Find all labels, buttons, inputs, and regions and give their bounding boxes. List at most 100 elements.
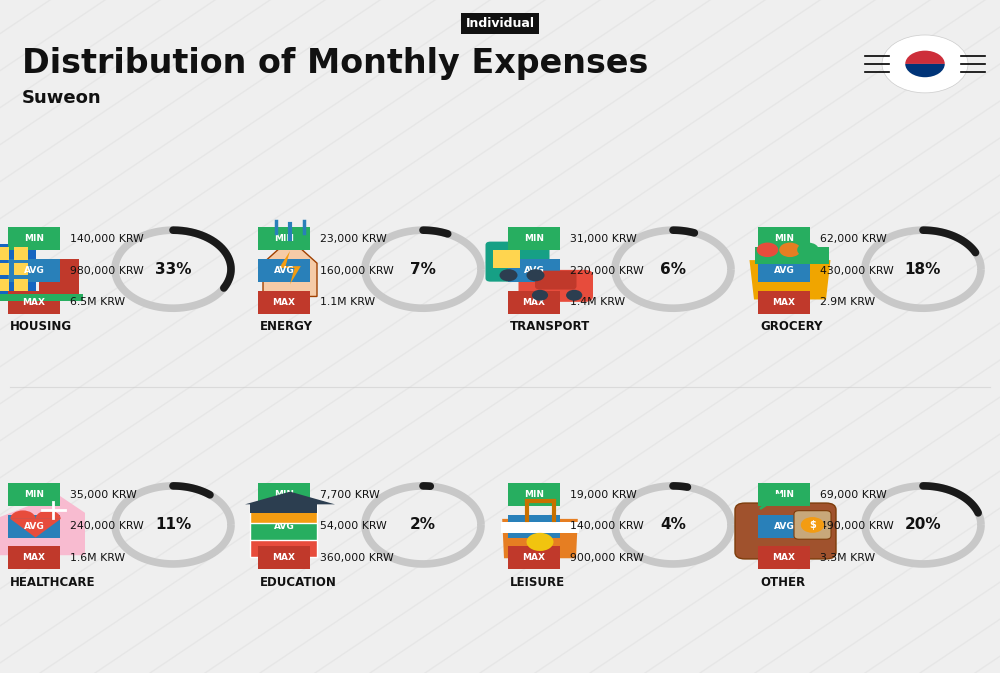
Text: MIN: MIN [774, 234, 794, 244]
Circle shape [797, 242, 819, 257]
Text: 33%: 33% [155, 262, 191, 277]
FancyBboxPatch shape [250, 503, 317, 513]
Text: MAX: MAX [22, 553, 45, 563]
Text: 54,000 KRW: 54,000 KRW [320, 522, 387, 531]
Wedge shape [36, 510, 61, 519]
FancyBboxPatch shape [519, 270, 593, 302]
FancyBboxPatch shape [0, 263, 9, 275]
Text: 430,000 KRW: 430,000 KRW [820, 266, 894, 275]
Text: LEISURE: LEISURE [510, 575, 565, 589]
FancyBboxPatch shape [0, 294, 83, 302]
FancyBboxPatch shape [508, 227, 560, 250]
Text: Distribution of Monthly Expenses: Distribution of Monthly Expenses [22, 47, 648, 81]
Text: 7,700 KRW: 7,700 KRW [320, 490, 380, 499]
FancyBboxPatch shape [258, 227, 310, 250]
Text: HOUSING: HOUSING [10, 320, 72, 333]
Text: ENERGY: ENERGY [260, 320, 313, 333]
FancyBboxPatch shape [14, 248, 28, 260]
Text: AVG: AVG [524, 266, 544, 275]
Circle shape [526, 533, 554, 551]
Text: 2%: 2% [410, 518, 436, 532]
FancyBboxPatch shape [508, 259, 560, 282]
FancyBboxPatch shape [758, 227, 810, 250]
FancyBboxPatch shape [258, 515, 310, 538]
Text: MIN: MIN [274, 490, 294, 499]
Circle shape [757, 242, 778, 257]
Text: MAX: MAX [772, 553, 796, 563]
Text: 3.3M KRW: 3.3M KRW [820, 553, 875, 563]
Wedge shape [905, 64, 945, 77]
Text: EDUCATION: EDUCATION [260, 575, 337, 589]
Text: MAX: MAX [772, 297, 796, 307]
Polygon shape [263, 239, 317, 296]
Text: 1.4M KRW: 1.4M KRW [570, 297, 625, 307]
FancyBboxPatch shape [8, 259, 60, 282]
Circle shape [566, 290, 582, 301]
Circle shape [882, 35, 968, 93]
Polygon shape [750, 260, 830, 299]
Text: 62,000 KRW: 62,000 KRW [820, 234, 887, 244]
Text: 4%: 4% [660, 518, 686, 532]
FancyBboxPatch shape [250, 522, 317, 540]
Text: 2.9M KRW: 2.9M KRW [820, 297, 875, 307]
Text: 69,000 KRW: 69,000 KRW [820, 490, 887, 499]
Text: AVG: AVG [274, 522, 294, 531]
FancyBboxPatch shape [8, 515, 60, 538]
Polygon shape [0, 495, 85, 555]
Text: MAX: MAX [273, 297, 296, 307]
Text: 31,000 KRW: 31,000 KRW [570, 234, 637, 244]
Circle shape [779, 242, 801, 257]
FancyBboxPatch shape [735, 503, 836, 559]
Text: MIN: MIN [524, 490, 544, 499]
Text: HEALTHCARE: HEALTHCARE [10, 575, 96, 589]
Text: MIN: MIN [774, 490, 794, 499]
Text: 11%: 11% [155, 518, 191, 532]
FancyBboxPatch shape [535, 271, 576, 289]
FancyBboxPatch shape [0, 244, 36, 300]
Text: OTHER: OTHER [760, 575, 805, 589]
FancyBboxPatch shape [14, 279, 28, 291]
Text: 900,000 KRW: 900,000 KRW [570, 553, 644, 563]
Text: AVG: AVG [24, 266, 44, 275]
Text: MIN: MIN [524, 234, 544, 244]
Text: AVG: AVG [24, 522, 44, 531]
Text: 220,000 KRW: 220,000 KRW [570, 266, 644, 275]
Text: 20%: 20% [905, 518, 941, 532]
Text: GROCERY: GROCERY [760, 320, 822, 333]
Text: 240,000 KRW: 240,000 KRW [70, 522, 144, 531]
Text: 6%: 6% [660, 262, 686, 277]
Text: Individual: Individual [466, 17, 534, 30]
FancyBboxPatch shape [250, 538, 317, 557]
Text: 35,000 KRW: 35,000 KRW [70, 490, 137, 499]
Text: 23,000 KRW: 23,000 KRW [320, 234, 387, 244]
FancyBboxPatch shape [508, 515, 560, 538]
Circle shape [801, 517, 824, 533]
FancyBboxPatch shape [14, 263, 28, 275]
Text: 360,000 KRW: 360,000 KRW [320, 553, 394, 563]
Polygon shape [502, 519, 578, 559]
FancyBboxPatch shape [508, 483, 560, 506]
FancyBboxPatch shape [794, 511, 831, 539]
Circle shape [527, 269, 545, 281]
Circle shape [532, 290, 548, 301]
Wedge shape [10, 510, 36, 519]
Text: AVG: AVG [274, 266, 294, 275]
FancyBboxPatch shape [758, 259, 810, 282]
FancyBboxPatch shape [258, 259, 310, 282]
Text: 6.5M KRW: 6.5M KRW [70, 297, 125, 307]
FancyBboxPatch shape [508, 546, 560, 569]
FancyBboxPatch shape [493, 250, 520, 268]
FancyBboxPatch shape [8, 546, 60, 569]
Text: AVG: AVG [524, 522, 544, 531]
Text: $: $ [809, 520, 816, 530]
FancyBboxPatch shape [258, 483, 310, 506]
FancyBboxPatch shape [8, 227, 60, 250]
Text: AVG: AVG [774, 266, 794, 275]
FancyBboxPatch shape [758, 546, 810, 569]
FancyBboxPatch shape [755, 248, 829, 264]
FancyBboxPatch shape [8, 291, 60, 314]
Text: 980,000 KRW: 980,000 KRW [70, 266, 144, 275]
FancyBboxPatch shape [486, 242, 550, 281]
FancyBboxPatch shape [0, 279, 9, 291]
FancyBboxPatch shape [258, 546, 310, 569]
